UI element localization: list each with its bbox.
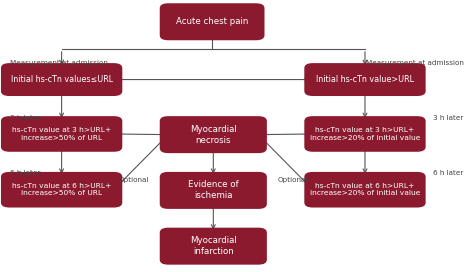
FancyBboxPatch shape (304, 172, 426, 208)
Text: 6 h later: 6 h later (10, 170, 41, 176)
Text: Measurement at admission: Measurement at admission (366, 60, 464, 66)
Text: 3 h later: 3 h later (10, 115, 41, 121)
Text: 3 h later: 3 h later (433, 115, 464, 121)
Text: Measurement at admission: Measurement at admission (10, 60, 108, 66)
Text: Evidence of
ischemia: Evidence of ischemia (188, 180, 238, 200)
FancyBboxPatch shape (160, 116, 267, 153)
Text: Myocardial
infarction: Myocardial infarction (190, 236, 237, 256)
FancyBboxPatch shape (304, 116, 426, 152)
FancyBboxPatch shape (160, 172, 267, 209)
Text: 6 h later: 6 h later (433, 170, 464, 176)
Text: Optional: Optional (277, 177, 308, 183)
FancyBboxPatch shape (160, 228, 267, 265)
Text: hs-cTn value at 3 h>URL+
increase>50% of URL: hs-cTn value at 3 h>URL+ increase>50% of… (12, 127, 111, 141)
Text: hs-cTn value at 6 h>URL+
increase>20% of initial value: hs-cTn value at 6 h>URL+ increase>20% of… (310, 183, 420, 196)
Text: hs-cTn value at 3 h>URL+
increase>20% of initial value: hs-cTn value at 3 h>URL+ increase>20% of… (310, 127, 420, 141)
Text: Initial hs-cTn values≤URL: Initial hs-cTn values≤URL (10, 75, 113, 84)
FancyBboxPatch shape (304, 63, 426, 96)
Text: Optional: Optional (119, 177, 149, 183)
FancyBboxPatch shape (160, 3, 264, 40)
Text: Myocardial
necrosis: Myocardial necrosis (190, 125, 237, 145)
FancyBboxPatch shape (1, 172, 122, 208)
FancyBboxPatch shape (1, 63, 122, 96)
FancyBboxPatch shape (1, 116, 122, 152)
Text: Initial hs-cTn value>URL: Initial hs-cTn value>URL (316, 75, 414, 84)
Text: hs-cTn value at 6 h>URL+
increase>50% of URL: hs-cTn value at 6 h>URL+ increase>50% of… (12, 183, 111, 196)
Text: Acute chest pain: Acute chest pain (176, 17, 248, 26)
